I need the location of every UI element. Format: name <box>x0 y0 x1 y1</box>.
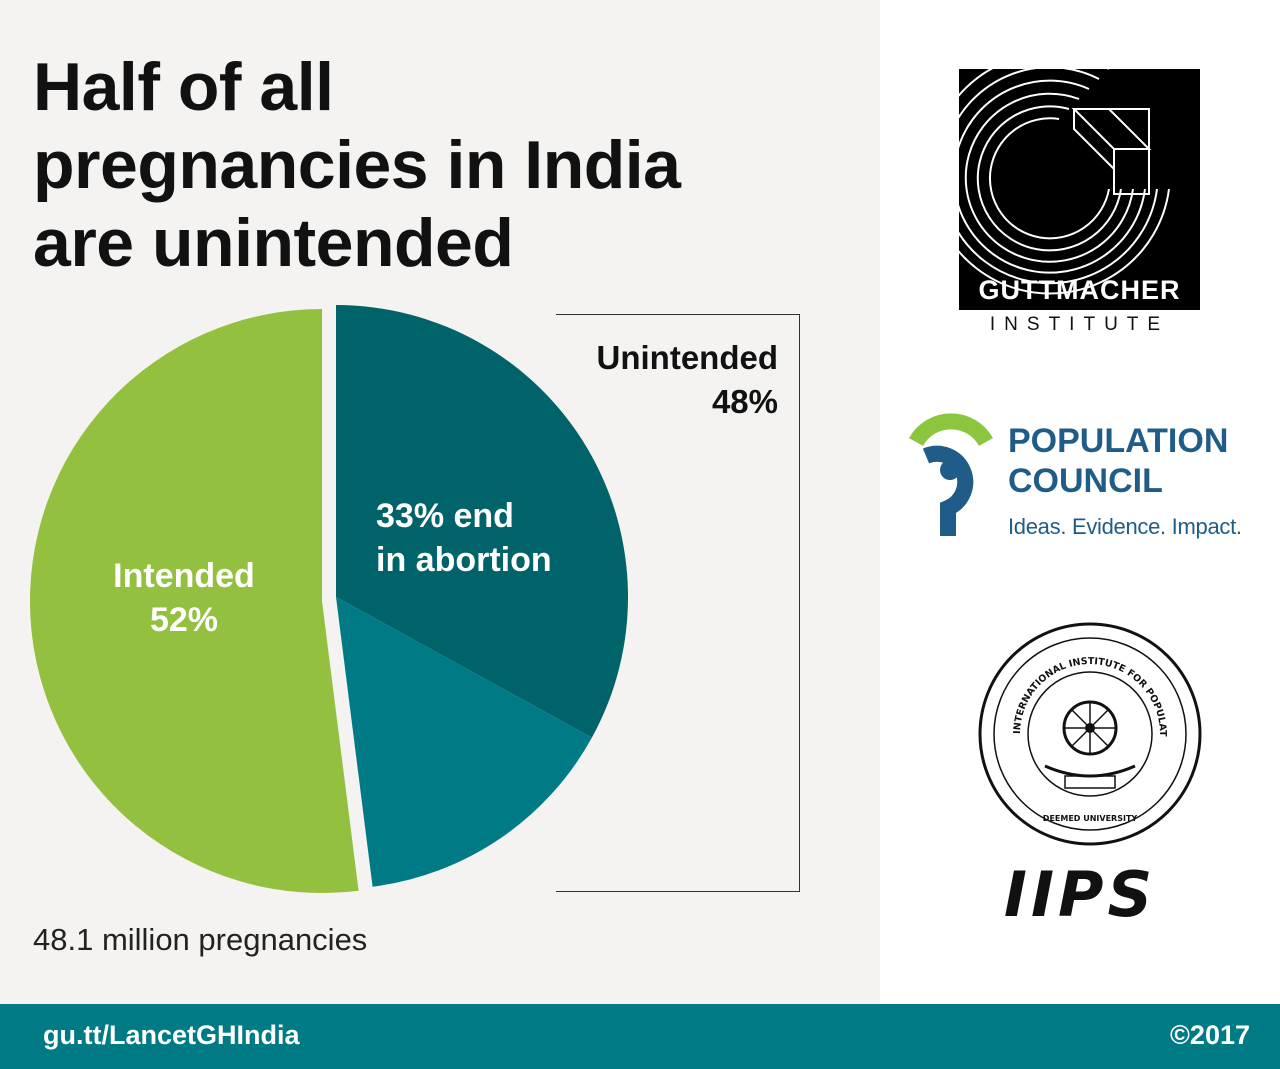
iips-seal-icon: INTERNATIONAL INSTITUTE FOR POPULATION S… <box>975 616 1202 846</box>
guttmacher-g-icon <box>959 69 1170 295</box>
population-council-icon <box>909 413 993 536</box>
total-pregnancies-note: 48.1 million pregnancies <box>33 922 368 957</box>
abortion-label-line1: 33% end <box>376 497 514 535</box>
pc-name-line1: POPULATION <box>1008 422 1229 460</box>
page-title: Half of all pregnancies in India are uni… <box>33 48 853 282</box>
guttmacher-logo: GUTTMACHER <box>959 69 1200 310</box>
pie-slice-abortion <box>336 305 629 738</box>
title-line: are unintended <box>33 205 514 281</box>
footer-link[interactable]: gu.tt/LancetGHIndia <box>43 1020 300 1050</box>
intended-text: Intended <box>113 557 255 595</box>
abortion-label-line2: in abortion <box>376 541 552 579</box>
population-council-name: POPULATION COUNCIL <box>1008 421 1228 501</box>
iips-wordmark: IIPS <box>1004 858 1156 924</box>
unintended-bracket <box>556 314 800 892</box>
intended-percent: 52% <box>149 601 219 639</box>
unintended-label: Unintended 48% <box>597 336 778 424</box>
iips-acronym: IIPS <box>1004 858 1156 924</box>
pie-chart <box>30 305 629 893</box>
pie-slice-unintended-other <box>336 597 592 887</box>
guttmacher-institute-text: INSTITUTE <box>989 314 1170 335</box>
guttmacher-name: GUTTMACHER <box>978 275 1181 305</box>
footer-bar: gu.tt/LancetGHIndia ©2017 <box>0 1004 1280 1069</box>
title-line: Half of all <box>33 49 334 125</box>
title-line: pregnancies in India <box>33 127 681 203</box>
pie-slice-intended <box>30 309 359 893</box>
iips-deemed-text: DEEMED UNIVERSITY <box>1043 814 1138 823</box>
unintended-text: Unintended <box>596 339 778 376</box>
unintended-percent: 48% <box>711 383 778 420</box>
intended-slice-label: Intended 52% <box>64 554 304 642</box>
copyright-text: ©2017 <box>1170 1020 1250 1050</box>
abortion-slice-label: 33% end in abortion <box>376 494 552 582</box>
pc-name-line2: COUNCIL <box>1008 462 1163 500</box>
population-council-tagline: Ideas. Evidence. Impact. <box>1008 514 1242 539</box>
